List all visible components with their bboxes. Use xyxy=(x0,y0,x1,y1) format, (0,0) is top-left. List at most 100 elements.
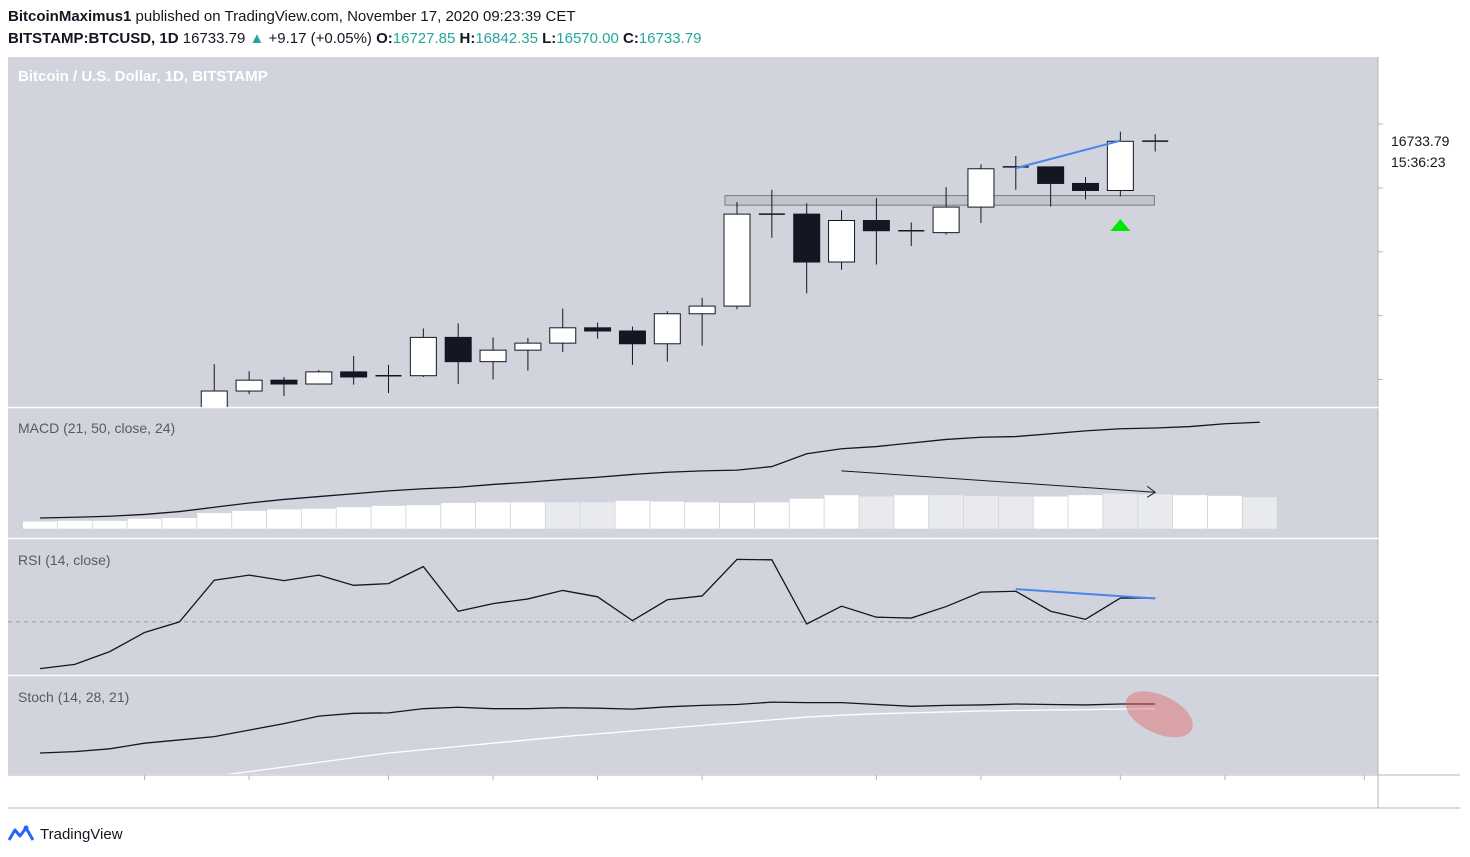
macd-histogram-bar xyxy=(127,518,162,529)
open-value: 16727.85 xyxy=(392,30,456,47)
price-change: +9.17 (+0.05%) xyxy=(268,30,372,47)
price-axis-label: 13000.00 xyxy=(1391,372,1450,388)
price-pane-title: Bitcoin / U.S. Dollar, 1D, BITSTAMP xyxy=(18,68,268,85)
macd-histogram-bar xyxy=(859,496,894,529)
chart-canvas[interactable]: Bitcoin / U.S. Dollar, 1D, BITSTAMP 13000… xyxy=(0,0,1470,820)
footer: TradingView xyxy=(8,822,123,846)
macd-histogram-bar xyxy=(824,495,859,529)
macd-histogram-bar xyxy=(162,518,197,529)
candle-2020-10-27 xyxy=(409,328,437,377)
price-pane-bg xyxy=(8,57,1378,407)
macd-histogram-bar xyxy=(754,502,789,529)
tradingview-logo-icon[interactable] xyxy=(8,825,34,843)
stoch-pane-bg xyxy=(8,676,1378,774)
macd-histogram-bar xyxy=(720,503,754,529)
time-axis-label: 26 xyxy=(381,786,397,802)
stoch-highlight-ellipse xyxy=(1125,691,1193,738)
rsi-plot xyxy=(8,558,1378,670)
published-text: published on TradingView.com, November 1… xyxy=(135,8,576,25)
candle-body xyxy=(270,379,298,385)
chart-header: BitcoinMaximus1 published on TradingView… xyxy=(8,6,1458,50)
macd-histogram-bar xyxy=(23,521,57,529)
candle-2020-10-23 xyxy=(270,376,298,397)
candle-body xyxy=(793,213,821,263)
macd-histogram-bar xyxy=(929,495,964,529)
time-axis-label: 23 xyxy=(1357,786,1373,802)
candle-2020-10-28 xyxy=(444,323,472,385)
candle-body xyxy=(723,213,751,307)
macd-histogram-bar xyxy=(441,503,476,529)
countdown-tag: 15:36:23 xyxy=(1391,154,1446,170)
close-value: 16733.79 xyxy=(638,30,702,47)
time-axis-label: 4 xyxy=(698,786,706,802)
macd-histogram-bar xyxy=(998,496,1033,529)
currency-label: USD xyxy=(1408,68,1435,83)
rsi-axis-label: 70.00 xyxy=(1391,614,1426,630)
candle-2020-10-22 xyxy=(235,371,263,395)
low-value: 16570.00 xyxy=(556,30,619,47)
open-label: O: xyxy=(376,30,393,47)
candle-body xyxy=(862,220,890,232)
candle-2020-10-24 xyxy=(305,369,333,385)
candle-body xyxy=(514,342,542,351)
time-axis-label: 19 xyxy=(1217,786,1233,802)
macd-histogram-bar xyxy=(510,502,545,529)
macd-plot xyxy=(23,421,1277,529)
candle-body xyxy=(200,390,228,407)
macd-histogram-bar xyxy=(232,510,267,529)
candle-body xyxy=(688,305,716,315)
candle-body xyxy=(235,379,263,392)
candle-body xyxy=(444,336,472,363)
candle-body xyxy=(1037,166,1065,184)
price-axis-label: 18000.00 xyxy=(1391,52,1450,68)
time-axis-label: 9 xyxy=(873,786,881,802)
price-axis-label: 16000.00 xyxy=(1391,180,1450,196)
close-label: C: xyxy=(623,30,639,47)
stoch-axis-label: 80.00 xyxy=(1391,715,1426,731)
candle-2020-11-12 xyxy=(967,164,995,224)
candle-2020-11-15 xyxy=(1072,177,1099,200)
price-trendline xyxy=(1015,139,1121,170)
time-axis-label: 16 xyxy=(1113,786,1129,802)
author-name[interactable]: BitcoinMaximus1 xyxy=(8,8,132,25)
buy-signal-triangle xyxy=(1110,218,1131,231)
macd-histogram-bar xyxy=(266,509,301,529)
macd-histogram-bar xyxy=(92,520,127,529)
macd-histogram-bar xyxy=(1173,495,1208,529)
candle-body xyxy=(549,327,577,344)
candle-body xyxy=(653,313,681,345)
candle-2020-11-01 xyxy=(584,322,612,339)
candle-2020-10-31 xyxy=(549,308,577,353)
rsi-divergence-line xyxy=(1015,588,1156,600)
time-axis-label: 19 xyxy=(137,786,153,802)
candle-body xyxy=(584,327,612,332)
candle-2020-11-14 xyxy=(1037,166,1065,207)
macd-histogram-bar xyxy=(1033,496,1068,529)
macd-histogram-bar xyxy=(580,502,615,529)
macd-histogram-bar xyxy=(57,520,92,529)
macd-histogram-bar xyxy=(545,502,580,529)
macd-histogram-bar xyxy=(476,502,511,529)
tradingview-brand[interactable]: TradingView xyxy=(40,825,123,843)
ohlc-line: BITSTAMP:BTCUSD, 1D 16733.79 ▲ +9.17 (+0… xyxy=(8,28,1458,50)
candle-2020-11-09 xyxy=(862,198,890,265)
macd-histogram-bar xyxy=(894,495,929,529)
candle-2020-11-08 xyxy=(828,210,856,270)
last-price-tag-bg xyxy=(1379,131,1463,152)
price-plot xyxy=(200,131,1169,407)
macd-histogram-bar xyxy=(336,507,371,529)
macd-axis-label: 1000.00 xyxy=(1391,449,1442,465)
candle-body xyxy=(479,349,507,363)
candle-body xyxy=(828,220,856,263)
macd-histogram-bar xyxy=(301,508,336,529)
macd-histogram-bar xyxy=(1242,497,1277,529)
macd-arrow-head-icon xyxy=(1146,485,1157,498)
last-price-tag: 16733.79 xyxy=(1391,133,1450,149)
macd-label: MACD (21, 50, close, 24) xyxy=(18,420,175,436)
candle-2020-11-10 xyxy=(898,222,925,247)
candle-2020-11-07 xyxy=(793,203,821,294)
macd-histogram-bar xyxy=(789,498,824,529)
up-arrow-icon: ▲ xyxy=(249,30,265,47)
high-label: H: xyxy=(459,30,476,47)
publish-line: BitcoinMaximus1 published on TradingView… xyxy=(8,6,1458,28)
